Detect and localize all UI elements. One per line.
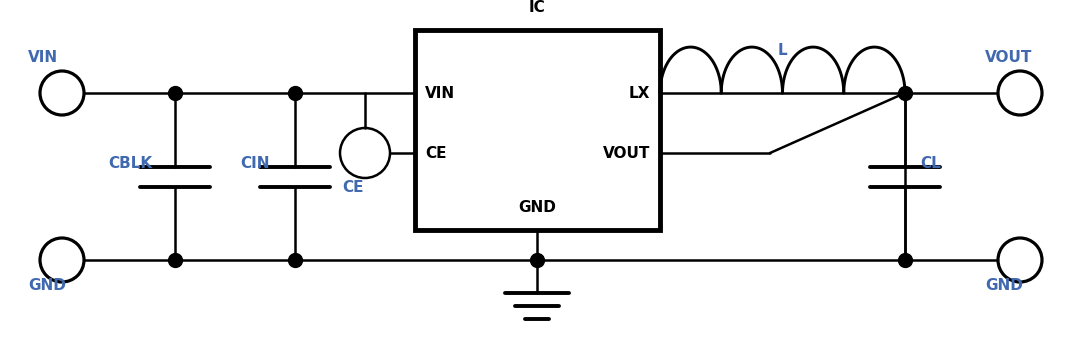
Text: CBLK: CBLK [108, 156, 152, 171]
Text: GND: GND [28, 278, 66, 293]
Text: CIN: CIN [240, 156, 270, 171]
Text: IC: IC [528, 0, 545, 15]
Ellipse shape [40, 71, 84, 115]
Ellipse shape [998, 71, 1042, 115]
Text: VIN: VIN [28, 50, 58, 65]
Text: CE: CE [342, 181, 364, 196]
Text: VOUT: VOUT [603, 145, 650, 160]
Ellipse shape [998, 238, 1042, 282]
Ellipse shape [340, 128, 390, 178]
Bar [415, 30, 660, 230]
Text: VIN: VIN [426, 86, 455, 101]
Text: LX: LX [629, 86, 650, 101]
Text: GND: GND [518, 200, 556, 215]
Ellipse shape [40, 238, 84, 282]
Text: VOUT: VOUT [985, 50, 1032, 65]
Text: L: L [778, 43, 787, 58]
Text: CE: CE [426, 145, 446, 160]
Text: CL: CL [920, 156, 941, 171]
Text: GND: GND [985, 278, 1023, 293]
